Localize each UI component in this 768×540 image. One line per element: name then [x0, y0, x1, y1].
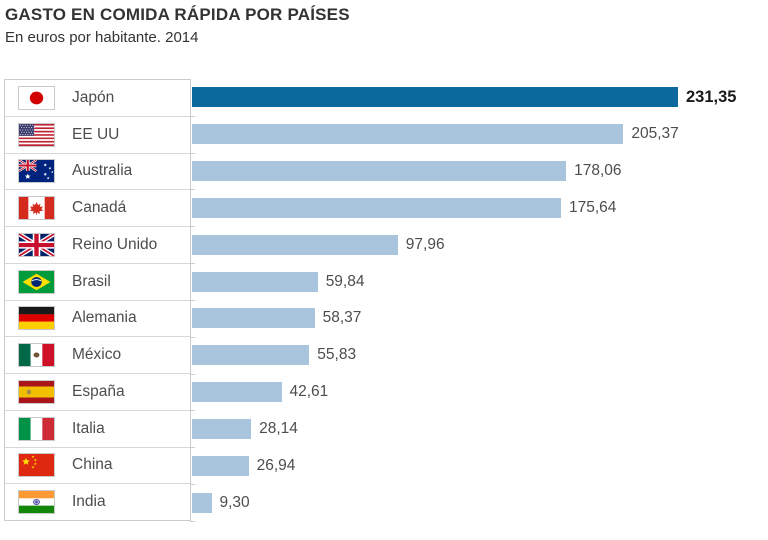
bar-mexico	[192, 345, 310, 366]
country-label: España	[72, 382, 125, 400]
flag-italy-icon	[18, 416, 55, 441]
flag-usa-icon	[18, 122, 55, 147]
bar-canada	[192, 197, 561, 218]
value-label: 28,14	[259, 419, 298, 437]
country-row: India	[5, 484, 190, 520]
flag-china-icon	[18, 453, 55, 478]
bar-row: 9,30	[190, 484, 766, 522]
flag-mexico-icon	[18, 343, 55, 368]
country-label: Japón	[72, 88, 115, 106]
country-row: Japón	[5, 80, 190, 117]
value-label: 26,94	[256, 456, 296, 474]
page-title: GASTO EN COMIDA RÁPIDA POR PAÍSES	[5, 5, 350, 24]
value-label: 58,37	[322, 309, 362, 327]
bar-row: 42,61	[190, 374, 766, 412]
bar-row: 175,64	[190, 189, 766, 228]
flag-japan-icon	[18, 85, 55, 110]
value-label: 205,37	[631, 125, 679, 143]
flag-uk-icon	[18, 232, 55, 257]
value-label: 59,84	[325, 272, 365, 290]
bar-spain	[192, 382, 282, 403]
flag-canada-icon	[18, 196, 55, 221]
value-label: 175,64	[569, 198, 617, 216]
country-label: Italia	[72, 419, 105, 437]
bar-row: 97,96	[190, 226, 766, 264]
country-row: Canadá	[5, 190, 190, 227]
value-label: 42,61	[289, 383, 329, 401]
bar-row: 59,84	[190, 263, 766, 301]
country-label: Alemania	[72, 309, 137, 327]
value-label: 55,83	[317, 346, 357, 364]
country-row: Italia	[5, 411, 190, 448]
country-row: Alemania	[5, 301, 190, 338]
flag-brazil-icon	[18, 269, 55, 294]
country-table: Japón EE UU Australia Canadá Reino Unido Bras…	[4, 79, 191, 521]
country-row: Reino Unido	[5, 227, 190, 264]
bar-chart: Japón EE UU Australia Canadá Reino Unido Bras…	[0, 79, 768, 523]
bar-germany	[192, 308, 315, 329]
bar-australia	[192, 161, 567, 182]
bar-brazil	[192, 271, 318, 292]
country-row: España	[5, 374, 190, 411]
country-label: Australia	[72, 162, 133, 180]
bar-italy	[192, 418, 252, 439]
bar-india	[192, 492, 212, 513]
country-row: Australia	[5, 154, 190, 191]
flag-spain-icon	[18, 379, 55, 404]
bar-row: 26,94	[190, 447, 766, 485]
bars-area: 231,35 205,37 178,06 175,64 97,96 59,84 58,37 5…	[190, 79, 766, 522]
bar-row: 58,37	[190, 300, 766, 338]
country-row: China	[5, 448, 190, 485]
flag-australia-icon	[18, 159, 55, 184]
bar-china	[192, 455, 249, 476]
bar-uk	[192, 234, 398, 255]
flag-germany-icon	[18, 306, 55, 331]
country-label: Canadá	[72, 199, 127, 217]
flag-india-icon	[18, 490, 55, 515]
country-label: México	[72, 346, 122, 364]
page-subtitle: En euros por habitante. 2014	[5, 29, 199, 46]
country-label: Reino Unido	[72, 235, 158, 253]
country-label: Brasil	[72, 272, 111, 290]
value-label: 9,30	[219, 493, 250, 511]
country-label: India	[72, 493, 106, 511]
bar-japan	[192, 87, 678, 108]
bar-row: 55,83	[190, 337, 766, 375]
country-row: México	[5, 337, 190, 374]
bar-row: 178,06	[190, 153, 766, 191]
bar-usa	[192, 124, 624, 145]
bar-row: 28,14	[190, 410, 766, 449]
bar-row: 205,37	[190, 116, 766, 154]
value-label: 97,96	[405, 235, 445, 253]
bar-row: 231,35	[190, 79, 766, 117]
value-label: 231,35	[686, 87, 737, 106]
country-label: EE UU	[72, 125, 120, 143]
country-row: EE UU	[5, 117, 190, 154]
value-label: 178,06	[574, 162, 622, 180]
country-label: China	[72, 456, 113, 474]
country-row: Brasil	[5, 264, 190, 301]
